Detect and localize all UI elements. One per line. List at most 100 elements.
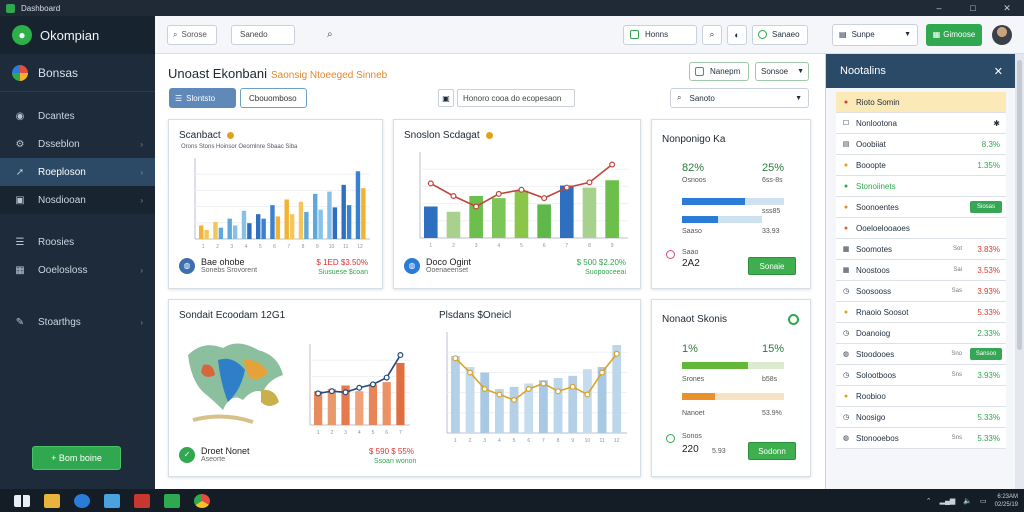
- sidebar-item-4[interactable]: ☰ Roosies: [0, 228, 155, 256]
- bar: [241, 210, 247, 239]
- app-red-icon[interactable]: [134, 493, 150, 508]
- minimize-button[interactable]: –: [936, 2, 942, 13]
- notification-row[interactable]: ● Soonoentes Siosas: [836, 197, 1006, 218]
- notification-row[interactable]: ● Stonoiinets: [836, 176, 1006, 197]
- notification-row[interactable]: ◷ Doanoiog 2.33%: [836, 323, 1006, 344]
- chevron-up-icon[interactable]: ⌃: [925, 497, 932, 505]
- bar: [314, 391, 323, 425]
- avatar[interactable]: [992, 24, 1012, 45]
- card-title: Scanbact: [179, 130, 234, 141]
- tick-label: 12: [357, 244, 363, 249]
- toolbar-select[interactable]: ▤ Sunpe ▼: [832, 23, 918, 46]
- filter-field[interactable]: Honoro cooa do ecopesaon: [457, 89, 575, 107]
- progress-bar-2: [682, 216, 762, 223]
- toolbar-field[interactable]: Sanedo: [231, 24, 295, 45]
- tab-active[interactable]: ☰ Slontsto: [169, 88, 236, 108]
- notification-row[interactable]: ☐ Nonlootona ✱: [836, 113, 1006, 134]
- card-title: Nonaot Skonis: [662, 314, 728, 325]
- line-point: [599, 369, 606, 376]
- button-label: Nanepm: [710, 67, 741, 76]
- toolbar-green-button[interactable]: ▦ Gimoose: [926, 23, 982, 46]
- search-icon: ⌕: [709, 29, 715, 39]
- sidebar-item-label: Ooelosloss: [38, 264, 88, 276]
- windows-start-icon[interactable]: [14, 494, 30, 507]
- kpi-value-a: 1%: [682, 343, 698, 355]
- search-button[interactable]: ⌕: [702, 24, 722, 45]
- notification-row[interactable]: ◷ Solootboos Sns 3.93%: [836, 365, 1006, 386]
- toolbar-search[interactable]: ⌕ Sorose: [167, 24, 217, 45]
- grid-icon: ▦: [15, 264, 25, 276]
- sidebar-item-5[interactable]: ▦ Ooelosloss ›: [0, 256, 155, 284]
- notification-action-button[interactable]: Siosas: [970, 201, 1002, 213]
- volume-icon[interactable]: 🔈: [963, 497, 973, 505]
- map-bar-chart: 1 2 3 4 5 6 7: [309, 344, 410, 435]
- bar: [213, 222, 218, 239]
- toolbar-field2[interactable]: Sanaeo: [752, 24, 808, 45]
- line-point: [584, 391, 591, 398]
- notification-row[interactable]: ● Rnaoio Soosot 5.33%: [836, 302, 1006, 323]
- close-icon[interactable]: ✕: [993, 65, 1003, 78]
- sidebar-item-3[interactable]: ▣ Nosdiooan ›: [0, 186, 155, 214]
- notification-label: Ooobiiat: [856, 139, 886, 149]
- footer-subtitle: Ooenaeenset: [426, 267, 469, 274]
- clock-icon: ◷: [842, 288, 850, 295]
- tab-inactive[interactable]: Cbouomboso: [240, 88, 307, 108]
- network-icon[interactable]: ▂▄▆: [939, 497, 956, 505]
- header-button-1[interactable]: Nanepm: [689, 62, 749, 81]
- filter-icon[interactable]: ▣: [438, 89, 454, 107]
- row-label: Sonos: [682, 433, 702, 440]
- notification-row[interactable]: ● Ooeloelooaoes: [836, 218, 1006, 239]
- tick-label: 9: [316, 244, 319, 249]
- app-green-icon[interactable]: [164, 493, 180, 508]
- notification-row[interactable]: ▦ Noostoos Sai 3.53%: [836, 260, 1006, 281]
- brand[interactable]: ● Okompian: [0, 16, 155, 54]
- page-title-text: Unoast Ekonbani: [168, 66, 268, 81]
- progress-bar-2: [682, 393, 784, 400]
- brand-name: Okompian: [40, 27, 100, 43]
- sidebar-item-1[interactable]: ⚙ Dsseblon ›: [0, 130, 155, 158]
- notification-row[interactable]: ▦ Soomotes Sot 3.83%: [836, 239, 1006, 260]
- toolbar-honns-field[interactable]: Honns: [623, 24, 697, 45]
- status-check-icon: [788, 314, 799, 325]
- tab-label: Slontsto: [186, 93, 216, 103]
- battery-icon[interactable]: ▭: [980, 497, 987, 505]
- bar: [346, 205, 352, 239]
- scrollbar[interactable]: [1015, 54, 1024, 489]
- toggle-button[interactable]: ◐: [727, 24, 747, 45]
- bar: [355, 391, 364, 425]
- notification-row[interactable]: ◍ Stonooebos Sns 5.33%: [836, 428, 1006, 449]
- series-line: [454, 353, 618, 401]
- notification-row[interactable]: ● Booopte 1.35%: [836, 155, 1006, 176]
- notification-row[interactable]: ● Rioto Somin: [836, 92, 1006, 113]
- notification-row[interactable]: ◷ Soosooss Sas 3.93%: [836, 281, 1006, 302]
- notification-row[interactable]: ● Roobioo: [836, 386, 1006, 407]
- sidebar-item-6[interactable]: ✎ Stoarthgs ›: [0, 308, 155, 336]
- notification-label: Noosigo: [856, 412, 886, 422]
- sidebar-item-0[interactable]: ◉ Dcantes: [0, 102, 155, 130]
- notification-action-button[interactable]: Sansoo: [970, 348, 1002, 360]
- workspace-switcher[interactable]: Bonsas: [0, 54, 155, 92]
- field-label: Sanaeo: [772, 30, 800, 39]
- kpi-button-2[interactable]: Sodonn: [748, 442, 796, 460]
- maximize-button[interactable]: □: [970, 2, 976, 13]
- sidebar-action-button[interactable]: + Bom boine: [32, 446, 121, 470]
- app-icon: [6, 3, 15, 13]
- folder-icon[interactable]: [44, 493, 60, 508]
- notification-row[interactable]: ◍ Stoodooes Sno Sansoo: [836, 344, 1006, 365]
- header-dropdown[interactable]: Sonsoe ▼: [755, 62, 809, 81]
- close-window-button[interactable]: ✕: [1003, 2, 1011, 13]
- footer-value: $ 500 $2.20%: [576, 258, 626, 267]
- browser-icon[interactable]: [74, 493, 90, 508]
- notification-row[interactable]: ▤ Ooobiiat 8.3%: [836, 134, 1006, 155]
- chrome-icon[interactable]: [194, 493, 210, 508]
- search-icon[interactable]: ⌕: [327, 29, 333, 40]
- kpi-button-1[interactable]: Sonaie: [748, 257, 796, 275]
- dot-icon: ●: [843, 203, 849, 211]
- store-icon[interactable]: [104, 493, 120, 508]
- main-search-input[interactable]: ⌕ Sanoto ▼: [670, 88, 809, 108]
- notification-row[interactable]: ◷ Noosigo 5.33%: [836, 407, 1006, 428]
- scrollbar-thumb[interactable]: [1017, 60, 1022, 350]
- clock[interactable]: 6:23AM 02/25/19: [995, 493, 1018, 509]
- kpi-value-b: 15%: [762, 343, 785, 355]
- sidebar-item-2[interactable]: ➚ Roeploson ›: [0, 158, 155, 186]
